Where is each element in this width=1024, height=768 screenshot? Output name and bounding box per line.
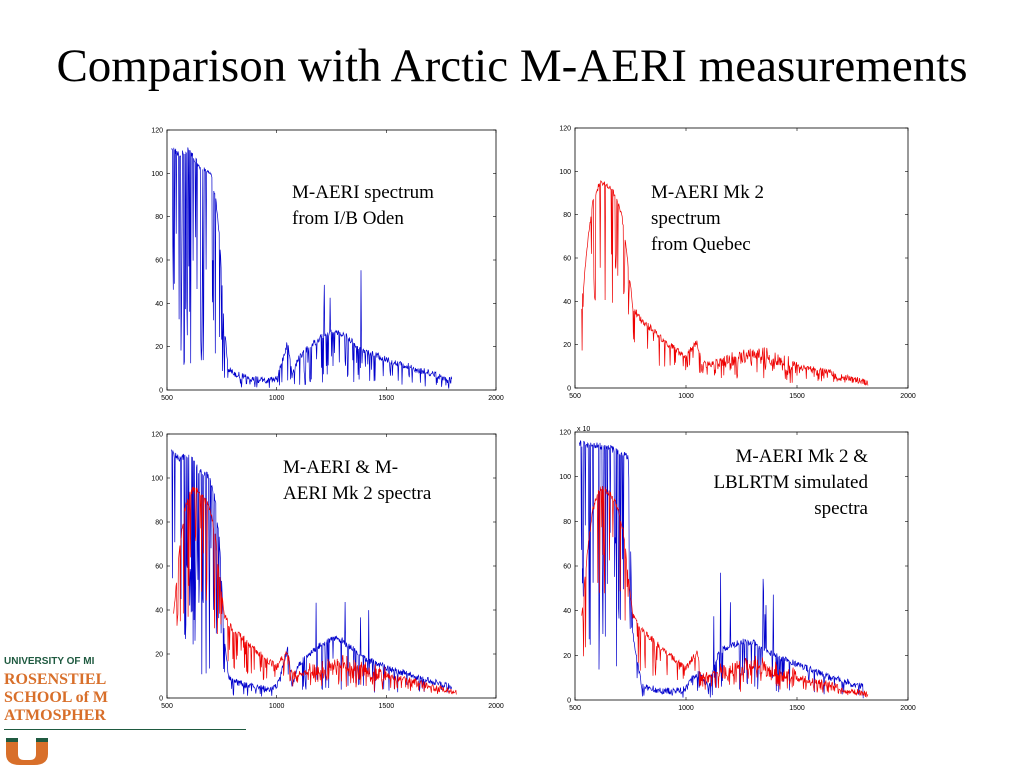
y-tick-label: 0 <box>159 388 163 395</box>
logo-line-2: SCHOOL of M <box>4 689 109 706</box>
y-tick-label: 120 <box>559 430 571 437</box>
annotation-lblrtm: M-AERI Mk 2 & LBLRTM simulated spectra <box>660 444 868 522</box>
logo-university-text: UNIVERSITY OF MI <box>4 656 95 667</box>
x-tick-label: 1000 <box>678 705 694 712</box>
series-line <box>171 147 453 389</box>
chart-oden: 500 1000 1500 2000 0 20 40 60 80 100 120 <box>140 122 510 410</box>
chart-quebec: 500 1000 1500 2000 0 20 40 60 80 100 120 <box>548 120 922 408</box>
y-tick-label: 40 <box>563 299 571 306</box>
logo-line-3: ATMOSPHER <box>4 707 106 724</box>
x-tick-label: 500 <box>569 705 581 712</box>
y-tick-label: 40 <box>155 608 163 615</box>
x-tick-label: 2000 <box>900 705 916 712</box>
x-tick-label: 1500 <box>379 703 395 710</box>
plot-frame <box>574 127 909 389</box>
annotation-combined: M-AERI & M- AERI Mk 2 spectra <box>283 455 431 507</box>
annotation-line: M-AERI spectrum <box>292 182 434 203</box>
y-tick-label: 60 <box>563 564 571 571</box>
x-tick-label: 1500 <box>379 395 395 402</box>
x-tick-label: 1000 <box>269 703 285 710</box>
chart-combined: 500 1000 1500 2000 0 20 40 60 80 100 120 <box>140 426 510 718</box>
annotation-line: M-AERI & M- <box>283 457 399 478</box>
logo-divider <box>4 729 246 730</box>
annotation-line: spectrum <box>651 208 721 229</box>
annotation-line: AERI Mk 2 spectra <box>283 483 432 504</box>
y-multiplier-label: x 10 <box>577 426 590 433</box>
y-tick-label: 120 <box>559 126 571 133</box>
chart-svg: 500 1000 1500 2000 0 20 40 60 80 100 120 x 10 <box>559 426 916 712</box>
y-tick-label: 80 <box>563 212 571 219</box>
y-tick-label: 100 <box>151 171 163 178</box>
y-tick-label: 100 <box>151 476 163 483</box>
y-tick-label: 60 <box>155 564 163 571</box>
slide-title: Comparison with Arctic M-AERI measuremen… <box>56 40 968 92</box>
university-logo: UNIVERSITY OF MI ROSENSTIEL SCHOOL of M … <box>0 654 250 768</box>
x-tick-label: 1500 <box>789 705 805 712</box>
y-tick-label: 60 <box>155 258 163 265</box>
y-tick-label: 0 <box>159 696 163 703</box>
series-line <box>581 180 869 386</box>
annotation-line: from I/B Oden <box>292 208 404 229</box>
series-line <box>173 486 457 695</box>
annotation-line: LBLRTM simulated <box>713 472 868 493</box>
x-tick-label: 1500 <box>789 393 805 400</box>
x-tick-label: 500 <box>161 703 173 710</box>
y-tick-label: 40 <box>155 301 163 308</box>
u-logo-icon <box>6 738 48 765</box>
annotation-oden: M-AERI spectrum from I/B Oden <box>292 180 434 232</box>
chart-svg: 500 1000 1500 2000 0 20 40 60 80 100 120 <box>151 128 504 403</box>
y-tick-label: 20 <box>563 653 571 660</box>
y-tick-label: 120 <box>151 128 163 135</box>
y-tick-label: 100 <box>559 474 571 481</box>
y-tick-label: 80 <box>155 520 163 527</box>
x-tick-label: 500 <box>161 395 173 402</box>
y-tick-label: 120 <box>151 432 163 439</box>
y-tick-label: 0 <box>567 386 571 393</box>
y-tick-label: 80 <box>563 519 571 526</box>
y-tick-label: 100 <box>559 169 571 176</box>
series-line <box>579 439 864 699</box>
series-line <box>581 485 869 698</box>
series-line <box>171 449 453 697</box>
annotation-line: from Quebec <box>651 234 751 255</box>
x-tick-label: 2000 <box>488 395 504 402</box>
plot-frame <box>166 433 497 699</box>
y-tick-label: 20 <box>563 342 571 349</box>
x-tick-label: 1000 <box>678 393 694 400</box>
x-tick-label: 2000 <box>488 703 504 710</box>
chart-svg: 500 1000 1500 2000 0 20 40 60 80 100 120 <box>559 126 916 401</box>
x-tick-label: 500 <box>569 393 581 400</box>
x-tick-label: 1000 <box>269 395 285 402</box>
y-tick-label: 80 <box>155 214 163 221</box>
annotation-line: spectra <box>814 498 868 519</box>
chart-svg: 500 1000 1500 2000 0 20 40 60 80 100 120 <box>151 432 504 711</box>
y-tick-label: 60 <box>563 256 571 263</box>
y-tick-label: 20 <box>155 344 163 351</box>
annotation-line: M-AERI Mk 2 <box>651 182 764 203</box>
y-tick-label: 0 <box>567 698 571 705</box>
chart-lblrtm: 500 1000 1500 2000 0 20 40 60 80 100 120 x 10 <box>548 424 922 720</box>
y-tick-label: 40 <box>563 608 571 615</box>
y-tick-label: 20 <box>155 652 163 659</box>
logo-line-1: ROSENSTIEL <box>4 671 107 688</box>
x-tick-label: 2000 <box>900 393 916 400</box>
annotation-quebec: M-AERI Mk 2 spectrum from Quebec <box>651 180 764 258</box>
annotation-line: M-AERI Mk 2 & <box>735 446 868 467</box>
